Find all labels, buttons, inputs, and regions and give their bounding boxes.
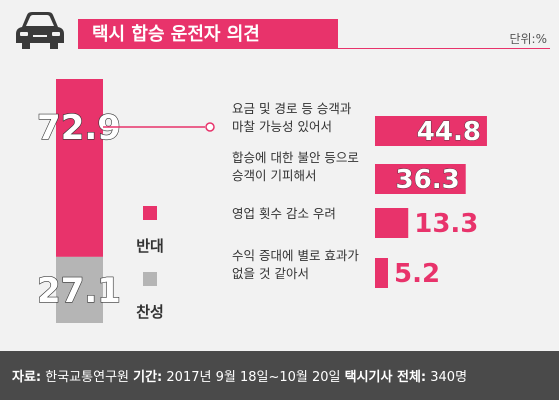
reason-value-1: 44.8 <box>417 117 481 147</box>
source-value: 한국교통연구원 <box>45 370 129 385</box>
reason-bar-2 <box>375 164 466 194</box>
period-label: 기간: <box>133 370 163 385</box>
reason-label-2-line-1: 합승에 대한 불안 등으로 <box>232 150 359 165</box>
sample-value: 340명 <box>430 370 468 385</box>
reason-label-1-line-2: 마찰 가능성 있어서 <box>232 119 332 134</box>
title-bar <box>78 19 338 49</box>
stack-segment-support <box>56 256 103 323</box>
reason-value-3: 13.3 <box>414 209 478 239</box>
reason-bar-3 <box>375 208 409 238</box>
source-label: 자료: <box>12 370 42 385</box>
reason-label-2-line-2: 승객이 기피해서 <box>232 168 316 183</box>
unit-label: 단위:% <box>509 32 547 46</box>
title-underline <box>338 48 550 49</box>
stack-value-oppose: 72.9 <box>37 108 121 148</box>
reason-value-2: 36.3 <box>396 165 460 195</box>
legend-swatch-oppose <box>143 206 157 220</box>
reason-label-4-line-2: 없을 것 같아서 <box>232 266 309 281</box>
connector-dot <box>205 122 215 132</box>
legend-label-oppose: 반대 <box>136 237 164 255</box>
reason-label-4-line-1: 수익 증대에 별로 효과가 <box>232 248 359 263</box>
stack-segment-oppose <box>56 79 103 257</box>
header: 택시 합승 운전자 의견 단위:% <box>0 0 559 62</box>
legend-label-support: 찬성 <box>136 303 164 321</box>
stack-value-support: 27.1 <box>37 271 121 311</box>
sample-label: 택시기사 전체: <box>344 370 427 385</box>
period-value: 2017년 9월 18일~10월 20일 <box>166 370 341 385</box>
footer: 자료: 한국교통연구원 기간: 2017년 9월 18일~10월 20일 택시기… <box>0 351 559 400</box>
reason-bar-4 <box>375 258 388 288</box>
page-title: 택시 합승 운전자 의견 <box>92 24 260 45</box>
reason-bar-1 <box>375 116 487 146</box>
car-icon <box>16 12 64 49</box>
reason-value-4: 5.2 <box>394 259 440 289</box>
legend-swatch-support <box>143 272 157 286</box>
reason-label-1-line-1: 요금 및 경로 등 승객과 <box>232 101 352 116</box>
reason-label-3-line-1: 영업 횟수 감소 우려 <box>232 206 336 221</box>
footer-source-line: 자료: 한국교통연구원 기간: 2017년 9월 18일~10월 20일 택시기… <box>12 366 467 385</box>
